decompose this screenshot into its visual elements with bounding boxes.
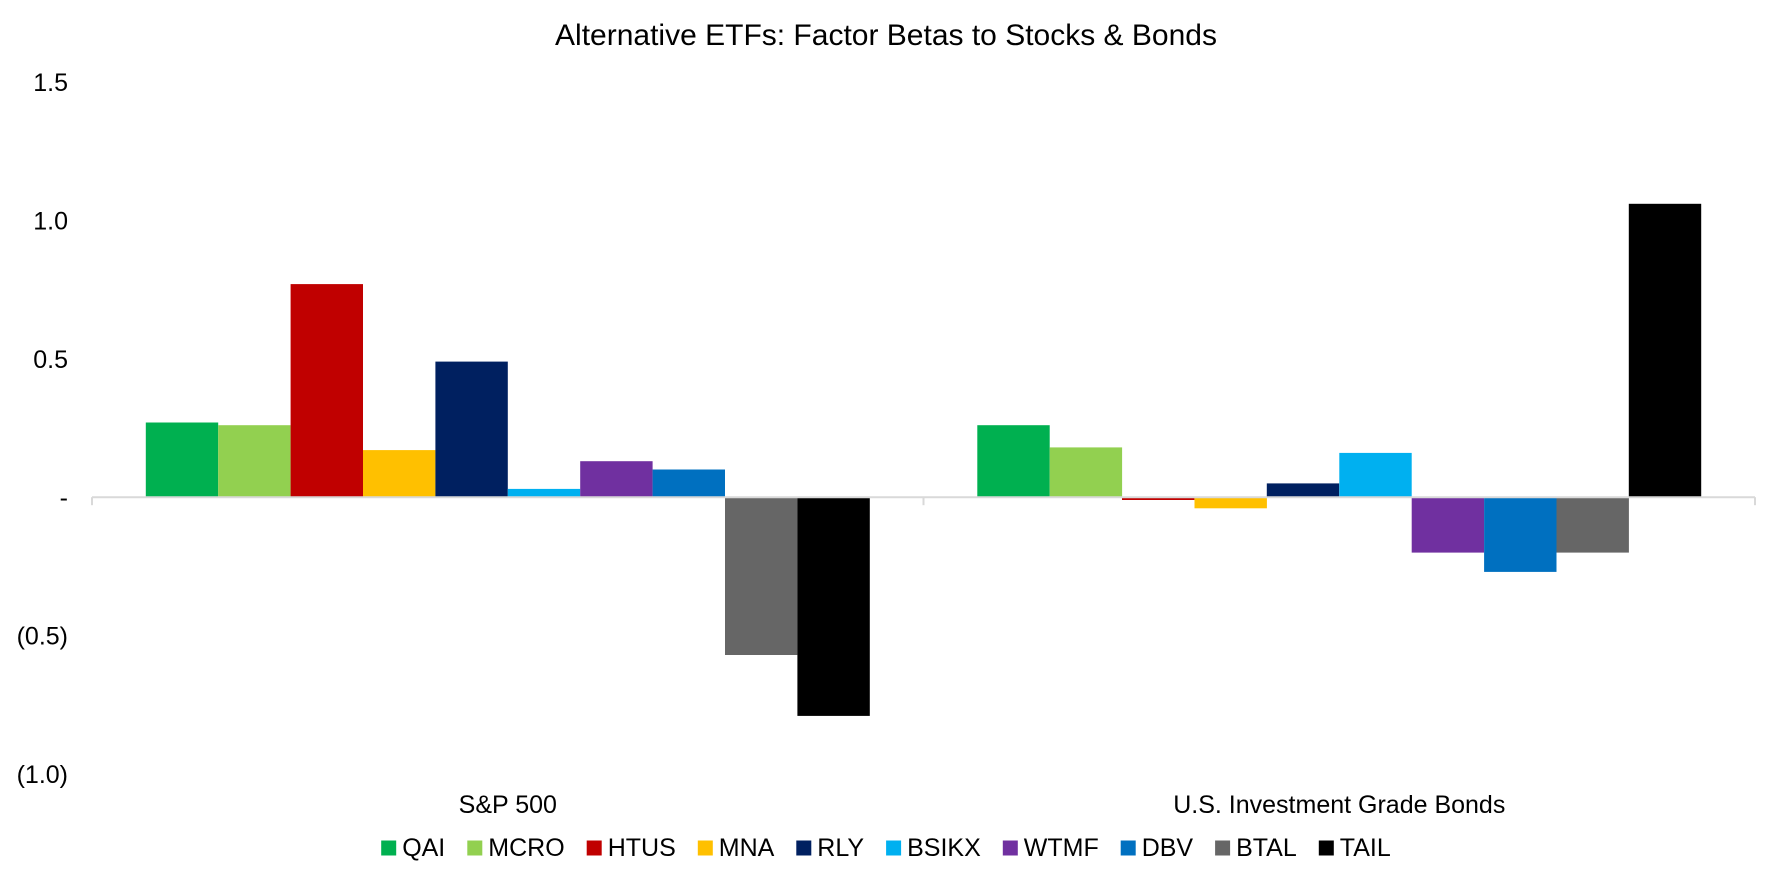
legend-swatch [381, 840, 397, 856]
bar [1339, 452, 1412, 498]
bar [1122, 497, 1195, 500]
legend-swatch [1215, 840, 1231, 856]
legend-label: MCRO [488, 834, 564, 862]
legend-item: RLY [796, 834, 864, 862]
legend: QAI MCRO HTUS MNA RLY BSIKX WTMF DBV BTAL TAIL [381, 834, 1391, 862]
legend-label: WTMF [1024, 834, 1099, 862]
bar [363, 450, 436, 498]
bar [145, 422, 219, 498]
legend-swatch [697, 840, 713, 856]
legend-item: HTUS [586, 834, 676, 862]
bar [725, 497, 798, 655]
bar [1628, 203, 1702, 498]
legend-item: TAIL [1318, 834, 1391, 862]
bar [290, 284, 363, 498]
category-labels: S&P 500 U.S. Investment Grade Bonds [459, 791, 1506, 819]
legend-label: DBV [1142, 834, 1194, 862]
bar [218, 425, 291, 498]
y-tick-label: 0.5 [33, 346, 68, 374]
legend-swatch [467, 840, 483, 856]
legend-swatch [1120, 840, 1136, 856]
bar [1266, 483, 1340, 498]
legend-item: QAI [381, 834, 445, 862]
y-tick-label: 1.5 [33, 69, 68, 97]
bar [580, 461, 653, 498]
legend-item: MCRO [467, 834, 565, 862]
bar [1411, 497, 1485, 553]
category-label: S&P 500 [459, 791, 557, 819]
y-tick-label: (0.5) [17, 623, 68, 651]
y-axis-ticks: 1.5 1.0 0.5 - (0.5) (1.0) [17, 69, 68, 789]
bar [652, 469, 725, 498]
y-tick-label: (1.0) [17, 761, 68, 789]
bar [507, 488, 581, 498]
bar [1556, 497, 1629, 553]
bar [977, 425, 1050, 498]
bar [435, 361, 508, 498]
bar [1194, 497, 1267, 509]
legend-label: BSIKX [907, 834, 981, 862]
legend-swatch [1002, 840, 1018, 856]
legend-label: RLY [817, 834, 864, 862]
bars-group [145, 203, 1702, 716]
legend-item: WTMF [1002, 834, 1099, 862]
legend-swatch [796, 840, 812, 856]
legend-item: BSIKX [886, 834, 981, 862]
bar [1049, 447, 1123, 498]
legend-label: TAIL [1340, 834, 1391, 862]
legend-label: QAI [402, 834, 445, 862]
bar [1484, 497, 1557, 572]
y-tick-label: 1.0 [33, 207, 68, 235]
legend-swatch [886, 840, 902, 856]
y-tick-label: - [60, 484, 68, 512]
legend-item: BTAL [1215, 834, 1297, 862]
chart-title: Alternative ETFs: Factor Betas to Stocks… [555, 19, 1217, 52]
bar [797, 497, 870, 716]
category-label: U.S. Investment Grade Bonds [1173, 791, 1505, 819]
legend-swatch [586, 840, 602, 856]
legend-item: DBV [1120, 834, 1194, 862]
legend-swatch [1318, 840, 1334, 856]
legend-label: MNA [719, 834, 775, 862]
legend-label: HTUS [608, 834, 676, 862]
legend-item: MNA [697, 834, 775, 862]
legend-label: BTAL [1236, 834, 1297, 862]
